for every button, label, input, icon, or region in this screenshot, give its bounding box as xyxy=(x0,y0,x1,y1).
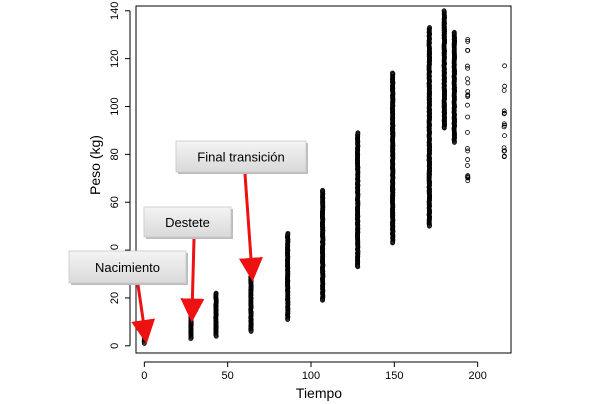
data-point xyxy=(427,25,432,30)
callout-box xyxy=(143,206,232,238)
y-tick-label: 80 xyxy=(109,148,121,160)
data-point xyxy=(465,39,471,44)
data-point xyxy=(501,145,507,151)
callout-box xyxy=(175,140,307,173)
data-points xyxy=(141,8,508,346)
y-axis-title: Peso (kg) xyxy=(87,135,103,195)
data-point xyxy=(465,163,470,168)
data-point xyxy=(441,8,447,14)
data-point xyxy=(465,175,471,181)
x-axis: 0 50 100 150 200 xyxy=(141,361,487,382)
data-point xyxy=(465,80,471,86)
data-point xyxy=(465,47,470,53)
data-point xyxy=(502,110,507,116)
callout-arrow xyxy=(238,173,263,282)
x-tick-label: 200 xyxy=(468,370,486,382)
data-point xyxy=(501,108,507,114)
data-point xyxy=(465,94,471,99)
callout-label: Destete xyxy=(165,215,210,230)
data-point xyxy=(465,157,470,162)
callout-arrow xyxy=(131,284,156,344)
callout-label: Final transición xyxy=(197,150,284,165)
data-point xyxy=(355,130,361,136)
data-point xyxy=(465,146,470,151)
data-point xyxy=(501,121,507,127)
x-tick-label: 150 xyxy=(385,370,403,382)
data-point xyxy=(465,37,471,42)
callout-arrow xyxy=(180,238,205,323)
data-point xyxy=(213,290,219,296)
data-point xyxy=(502,153,507,159)
data-point xyxy=(451,29,457,35)
data-point xyxy=(465,173,471,179)
data-point xyxy=(502,83,508,89)
data-point xyxy=(285,230,291,236)
data-point xyxy=(465,102,470,108)
data-point xyxy=(465,129,470,135)
data-point xyxy=(502,133,507,139)
y-tick-label: 120 xyxy=(109,49,121,67)
x-axis-title: Tiempo xyxy=(296,385,342,401)
callout-box xyxy=(68,250,187,284)
data-point xyxy=(502,63,508,69)
data-point xyxy=(465,92,471,98)
data-point xyxy=(465,76,470,82)
callout-label: Nacimiento xyxy=(95,260,160,275)
data-point xyxy=(465,114,470,120)
data-point xyxy=(320,187,326,193)
annotations: Nacimiento Destete Final transición xyxy=(68,140,308,344)
data-point xyxy=(465,65,471,71)
y-tick-label: 60 xyxy=(109,196,121,208)
y-tick-label: 20 xyxy=(109,292,121,304)
y-tick-label: 0 xyxy=(109,343,121,349)
data-point xyxy=(501,124,507,130)
data-point xyxy=(390,70,395,76)
plot-frame xyxy=(135,5,512,354)
y-tick-label: 100 xyxy=(109,97,121,115)
data-point xyxy=(502,148,508,154)
y-tick-label: 140 xyxy=(109,2,121,20)
data-point xyxy=(501,88,507,93)
x-tick-label: 100 xyxy=(302,370,320,382)
data-point xyxy=(465,63,470,69)
x-tick-label: 0 xyxy=(141,370,147,382)
data-point xyxy=(465,148,471,154)
data-point xyxy=(465,89,471,94)
x-tick-label: 50 xyxy=(222,370,234,382)
